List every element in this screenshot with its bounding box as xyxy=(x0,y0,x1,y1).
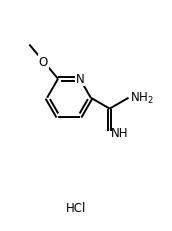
Text: O: O xyxy=(39,55,48,68)
Text: NH$_2$: NH$_2$ xyxy=(130,91,154,106)
Text: NH: NH xyxy=(111,127,129,140)
Text: HCl: HCl xyxy=(66,201,86,214)
Text: N: N xyxy=(76,73,84,86)
